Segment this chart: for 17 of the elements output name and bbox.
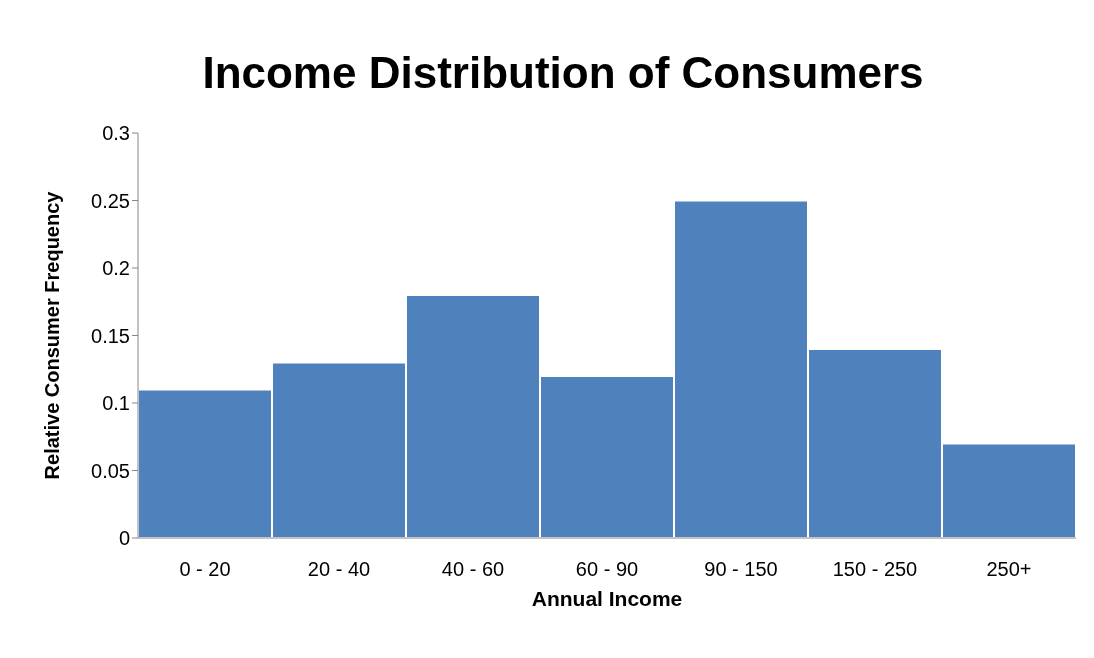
x-axis-title: Annual Income	[531, 587, 683, 610]
y-axis-title: Relative Consumer Frequency	[41, 190, 64, 480]
y-tick-label: 0.2	[102, 257, 130, 280]
x-tick-label: 150 - 250	[832, 558, 918, 581]
y-tick-label: 0.25	[91, 189, 130, 212]
x-tick-label: 40 - 60	[441, 558, 505, 581]
x-tick-label: 60 - 90	[575, 558, 639, 581]
y-tick-label: 0.1	[102, 392, 130, 415]
x-tick-label: 0 - 20	[179, 558, 231, 581]
y-tick-label: 0.15	[91, 324, 130, 347]
y-tick-label: 0.3	[102, 122, 130, 145]
y-tick-label: 0.05	[91, 459, 130, 482]
chart-title: Income Distribution of Consumers	[201, 48, 925, 98]
x-tick-label: 20 - 40	[307, 558, 371, 581]
x-tick-label: 90 - 150	[704, 558, 778, 581]
y-tick-label: 0	[118, 527, 130, 550]
x-tick-label: 250+	[986, 558, 1032, 581]
